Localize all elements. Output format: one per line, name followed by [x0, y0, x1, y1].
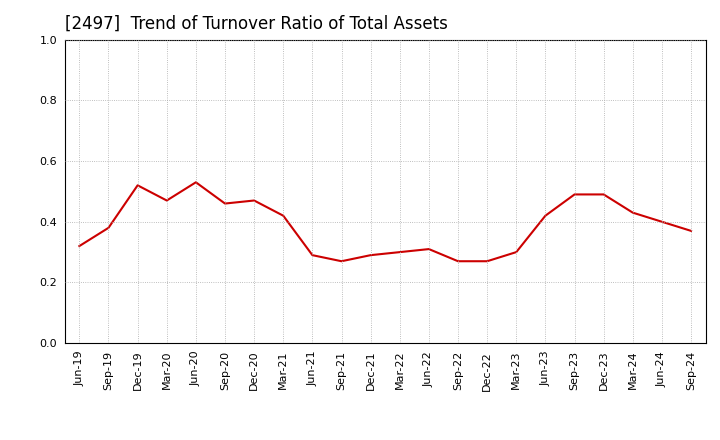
Text: [2497]  Trend of Turnover Ratio of Total Assets: [2497] Trend of Turnover Ratio of Total …: [65, 15, 448, 33]
